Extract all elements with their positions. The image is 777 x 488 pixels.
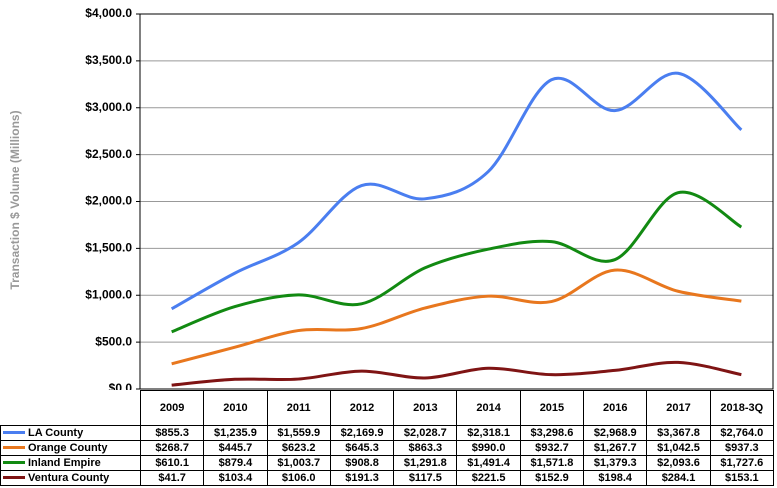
value-label: $445.7 — [203, 440, 268, 456]
data-table: 2009 2010 2011 2012 2013 2014 2015 2016 2017 2018… — [0, 390, 775, 486]
value-label: $1,235.9 — [203, 425, 268, 441]
legend-label: LA County — [28, 426, 84, 439]
value-label: $41.7 — [139, 470, 205, 486]
value-label: $191.3 — [329, 470, 395, 486]
category-label: 2010 — [203, 390, 268, 426]
category-label: 2013 — [393, 390, 458, 426]
y-tick-label: $2,500.0 — [85, 147, 132, 161]
y-tick-label: $0.0 — [109, 381, 133, 390]
value-label: $1,559.9 — [266, 425, 331, 441]
corner — [1, 391, 141, 426]
value-label: $937.3 — [709, 440, 775, 456]
value-label: $2,318.1 — [456, 425, 521, 441]
legend-swatch — [3, 446, 25, 450]
table-row: Inland Empire $610.1 $879.4 $1,003.7 $908.8 $… — [0, 455, 775, 471]
table-row: Orange County $268.7 $445.7 $623.2 $645.3 $86… — [0, 440, 775, 456]
legend-entry: Inland Empire — [0, 455, 141, 471]
value-label: $2,093.6 — [646, 455, 711, 471]
legend-swatch — [3, 431, 25, 435]
category-label: 2016 — [583, 390, 648, 426]
legend-swatch — [3, 461, 25, 465]
value-label: $855.3 — [139, 425, 205, 441]
value-label: $106.0 — [266, 470, 331, 486]
value-label: $610.1 — [139, 455, 205, 471]
y-tick-label: $1,000.0 — [85, 287, 132, 301]
category-label: 2018-3Q — [709, 390, 775, 426]
value-label: $1,379.3 — [583, 455, 648, 471]
value-label: $1,571.8 — [519, 455, 585, 471]
value-label: $198.4 — [583, 470, 648, 486]
value-label: $153.1 — [709, 470, 775, 486]
value-label: $221.5 — [456, 470, 521, 486]
value-label: $863.3 — [393, 440, 458, 456]
value-label: $2,169.9 — [329, 425, 395, 441]
value-label: $645.3 — [329, 440, 395, 456]
category-label: 2014 — [456, 390, 521, 426]
legend-label: Orange County — [28, 441, 108, 454]
value-label: $1,491.4 — [456, 455, 521, 471]
legend-entry: Orange County — [0, 440, 141, 456]
value-label: $117.5 — [393, 470, 458, 486]
table-row: LA County $855.3 $1,235.9 $1,559.9 $2,169.9 $… — [0, 425, 775, 441]
value-label: $1,267.7 — [583, 440, 648, 456]
value-label: $1,291.8 — [393, 455, 458, 471]
legend-swatch — [3, 476, 25, 480]
chart: Transaction $ Volume (Millions) $0.0 $500… — [8, 6, 774, 390]
series-line — [171, 360, 742, 387]
y-tick-label: $3,500.0 — [85, 53, 132, 67]
value-label: $879.4 — [203, 455, 268, 471]
table-row: Ventura County $41.7 $103.4 $106.0 $191.3 $11… — [0, 470, 775, 486]
value-label: $3,367.8 — [646, 425, 711, 441]
legend-entry: LA County — [0, 425, 141, 441]
value-label: $990.0 — [456, 440, 521, 456]
category-label: 2011 — [266, 390, 331, 426]
value-label: $2,764.0 — [709, 425, 775, 441]
value-label: $103.4 — [203, 470, 268, 486]
series-line — [170, 71, 743, 311]
y-tick-label: $500.0 — [95, 334, 132, 348]
legend-label: Inland Empire — [28, 456, 101, 469]
category-label: 2017 — [646, 390, 711, 426]
y-tick-label: $1,500.0 — [85, 241, 132, 255]
value-label: $1,727.6 — [709, 455, 775, 471]
series-line — [171, 190, 743, 334]
y-tick-label: $3,000.0 — [85, 100, 132, 114]
plot-border — [139, 13, 774, 390]
y-tick-label: $4,000.0 — [85, 6, 132, 20]
value-label: $284.1 — [646, 470, 711, 486]
table-header: 2009 2010 2011 2012 2013 2014 2015 2016 2017 2018… — [1, 390, 775, 426]
category-label: 2012 — [329, 390, 395, 426]
legend-entry: Ventura County — [0, 470, 141, 486]
y-axis-title: Transaction $ Volume (Millions) — [8, 110, 22, 289]
value-label: $268.7 — [139, 440, 205, 456]
value-label: $1,003.7 — [266, 455, 331, 471]
y-tick-label: $2,000.0 — [85, 194, 132, 208]
value-label: $2,968.9 — [583, 425, 648, 441]
legend-label: Ventura County — [28, 471, 110, 484]
value-label: $152.9 — [519, 470, 585, 486]
value-label: $908.8 — [329, 455, 395, 471]
value-label: $3,298.6 — [519, 425, 585, 441]
series-line — [171, 268, 742, 366]
category-label: 2009 — [139, 390, 205, 426]
value-label: $2,028.7 — [393, 425, 458, 441]
value-label: $1,042.5 — [646, 440, 711, 456]
value-label: $932.7 — [519, 440, 585, 456]
value-label: $623.2 — [266, 440, 331, 456]
category-label: 2015 — [519, 390, 585, 426]
